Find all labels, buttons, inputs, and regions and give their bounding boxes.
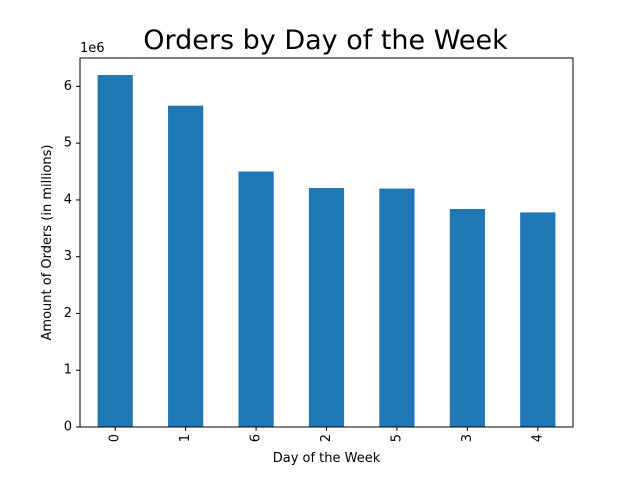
y-axis-label: Amount of Orders (in millions)	[40, 145, 55, 341]
x-tick-label-4: 4	[530, 434, 545, 442]
y-ticks-layer: 0 1 2 3 4 5 6	[64, 79, 80, 435]
x-ticks-layer: 0 1 6 2 5 3 4	[108, 427, 545, 442]
y-tick-label-0: 0	[64, 420, 72, 435]
bar-0	[97, 75, 133, 427]
bars-layer	[97, 75, 556, 427]
y-tick-label-4: 4	[64, 192, 72, 207]
y-axis-offset-label: 1e6	[80, 41, 105, 56]
bar-2	[308, 188, 345, 427]
y-tick-label-6: 6	[64, 79, 72, 94]
bar-3	[449, 209, 485, 427]
x-axis-label: Day of the Week	[273, 451, 381, 466]
x-tick-label-2: 2	[319, 434, 334, 442]
bar-6	[238, 171, 274, 427]
x-tick-label-0: 0	[108, 434, 123, 442]
bar-4	[520, 212, 556, 427]
bar-1	[168, 105, 204, 427]
x-tick-label-6: 6	[249, 434, 264, 442]
y-tick-label-1: 1	[64, 363, 72, 378]
x-tick-label-3: 3	[460, 434, 475, 442]
x-tick-label-5: 5	[389, 434, 404, 442]
y-tick-label-5: 5	[64, 136, 72, 151]
y-tick-label-3: 3	[64, 249, 72, 264]
x-tick-label-1: 1	[178, 434, 193, 442]
bar-5	[379, 188, 415, 427]
plot-frame	[79, 57, 574, 428]
chart-title: Orders by Day of the Week	[143, 25, 508, 56]
y-tick-label-2: 2	[64, 306, 72, 321]
